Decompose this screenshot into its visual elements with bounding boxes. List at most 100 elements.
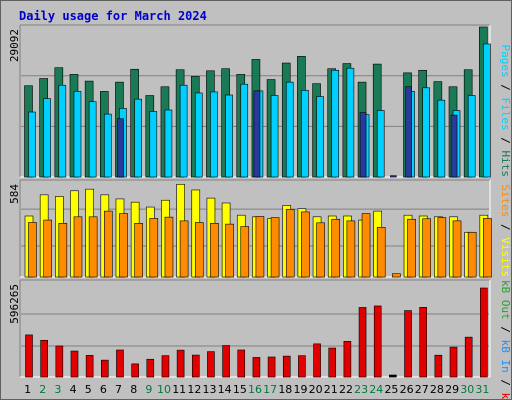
kbf-bar-25 bbox=[389, 374, 397, 378]
kbf-bar-28 bbox=[434, 354, 443, 378]
panel-3-ymax-label: 596265 bbox=[8, 284, 21, 324]
panel-2-series-legend: Sites / Visits bbox=[499, 184, 512, 277]
kbf-bar-27 bbox=[419, 306, 427, 378]
sites-bar-1 bbox=[28, 222, 37, 278]
day-label-31: 31 bbox=[475, 383, 489, 396]
legend-part: kB In bbox=[499, 340, 512, 373]
kbf-bar-26 bbox=[404, 310, 412, 378]
day-label-1: 1 bbox=[24, 383, 31, 396]
panel-2-ymax-label: 584 bbox=[8, 184, 21, 204]
day-label-13: 13 bbox=[203, 383, 217, 396]
files-bar-12 bbox=[194, 92, 203, 178]
kbf-bar-7 bbox=[116, 349, 124, 378]
sites-bar-16 bbox=[255, 216, 265, 278]
kbf-bar-12 bbox=[191, 354, 200, 378]
sites-bar-21 bbox=[331, 218, 341, 278]
legend-part: kB F bbox=[499, 393, 512, 400]
day-label-14: 14 bbox=[218, 383, 232, 396]
day-label-9: 9 bbox=[145, 383, 152, 396]
day-label-30: 30 bbox=[460, 383, 474, 396]
kbf-bar-11 bbox=[176, 349, 185, 378]
kbf-bar-5 bbox=[85, 355, 94, 378]
sites-bar-27 bbox=[422, 218, 431, 278]
kbf-bar-23 bbox=[358, 307, 367, 378]
kbf-bar-21 bbox=[328, 347, 337, 378]
pages-bar-26 bbox=[405, 86, 412, 178]
sites-bar-4 bbox=[73, 216, 83, 278]
files-bar-4 bbox=[73, 91, 82, 178]
legend-part: Visits bbox=[499, 237, 512, 277]
sites-bar-9 bbox=[149, 218, 159, 278]
kbf-bar-29 bbox=[449, 346, 458, 378]
pages-bar-29 bbox=[450, 114, 458, 178]
day-label-15: 15 bbox=[233, 383, 247, 396]
day-label-16: 16 bbox=[248, 383, 262, 396]
day-label-21: 21 bbox=[324, 383, 338, 396]
kbf-bar-17 bbox=[267, 356, 276, 378]
files-bar-2 bbox=[43, 98, 51, 178]
pages-bar-7 bbox=[117, 118, 124, 178]
day-label-11: 11 bbox=[172, 383, 186, 396]
day-label-20: 20 bbox=[309, 383, 323, 396]
sites-bar-15 bbox=[240, 226, 250, 278]
files-bar-10 bbox=[164, 109, 173, 178]
sites-bar-30 bbox=[467, 231, 477, 278]
day-label-5: 5 bbox=[85, 383, 92, 396]
sites-bar-26 bbox=[407, 218, 416, 278]
sites-bar-3 bbox=[58, 223, 68, 278]
kbf-bar-18 bbox=[282, 355, 291, 378]
kbf-bar-30 bbox=[464, 336, 473, 378]
kbf-bar-13 bbox=[207, 351, 215, 378]
day-label-4: 4 bbox=[70, 383, 77, 396]
files-bar-5 bbox=[88, 101, 97, 178]
sites-bar-24 bbox=[376, 227, 386, 278]
sites-bar-5 bbox=[88, 216, 98, 278]
legend-part: / bbox=[499, 217, 512, 237]
legend-part: / bbox=[499, 131, 512, 151]
sites-bar-6 bbox=[104, 210, 113, 278]
files-bar-6 bbox=[104, 113, 112, 178]
files-bar-28 bbox=[437, 99, 446, 178]
sites-bar-20 bbox=[316, 222, 325, 278]
legend-part: Files bbox=[499, 98, 512, 131]
day-label-26: 26 bbox=[400, 383, 414, 396]
day-label-6: 6 bbox=[100, 383, 107, 396]
kbf-bar-9 bbox=[146, 358, 155, 378]
pages-bar-16 bbox=[253, 90, 261, 178]
sites-bar-14 bbox=[225, 223, 234, 278]
panel-1-ymax-label: 29092 bbox=[8, 29, 21, 62]
files-bar-31 bbox=[483, 43, 491, 178]
files-bar-8 bbox=[134, 98, 142, 178]
day-label-22: 22 bbox=[339, 383, 353, 396]
legend-part: / bbox=[499, 320, 512, 340]
sites-bar-7 bbox=[119, 213, 128, 278]
files-bar-13 bbox=[210, 91, 218, 178]
files-bar-11 bbox=[179, 84, 188, 178]
kbf-bar-6 bbox=[101, 359, 109, 378]
sites-bar-29 bbox=[452, 220, 462, 278]
sites-bar-18 bbox=[285, 209, 295, 278]
sites-bar-17 bbox=[270, 217, 280, 278]
pages-bar-25 bbox=[390, 175, 397, 178]
sites-bar-23 bbox=[361, 213, 371, 278]
files-bar-24 bbox=[376, 110, 385, 178]
kbf-bar-19 bbox=[298, 355, 306, 378]
day-label-7: 7 bbox=[115, 383, 122, 396]
sites-bar-11 bbox=[179, 220, 189, 278]
kbf-bar-14 bbox=[222, 345, 230, 378]
kbf-bar-2 bbox=[40, 339, 48, 378]
kbf-bar-4 bbox=[70, 350, 79, 378]
files-bar-20 bbox=[316, 96, 324, 178]
day-label-19: 19 bbox=[293, 383, 307, 396]
kbf-bar-16 bbox=[252, 357, 261, 378]
day-label-12: 12 bbox=[187, 383, 201, 396]
panel-1-series-legend: Pages / Files / Hits bbox=[499, 45, 512, 178]
kbf-bar-15 bbox=[237, 349, 246, 378]
files-bar-15 bbox=[240, 83, 249, 178]
kbf-bar-20 bbox=[313, 343, 321, 378]
day-label-18: 18 bbox=[278, 383, 292, 396]
day-label-23: 23 bbox=[354, 383, 368, 396]
files-bar-19 bbox=[301, 90, 309, 178]
files-bar-3 bbox=[58, 84, 67, 178]
